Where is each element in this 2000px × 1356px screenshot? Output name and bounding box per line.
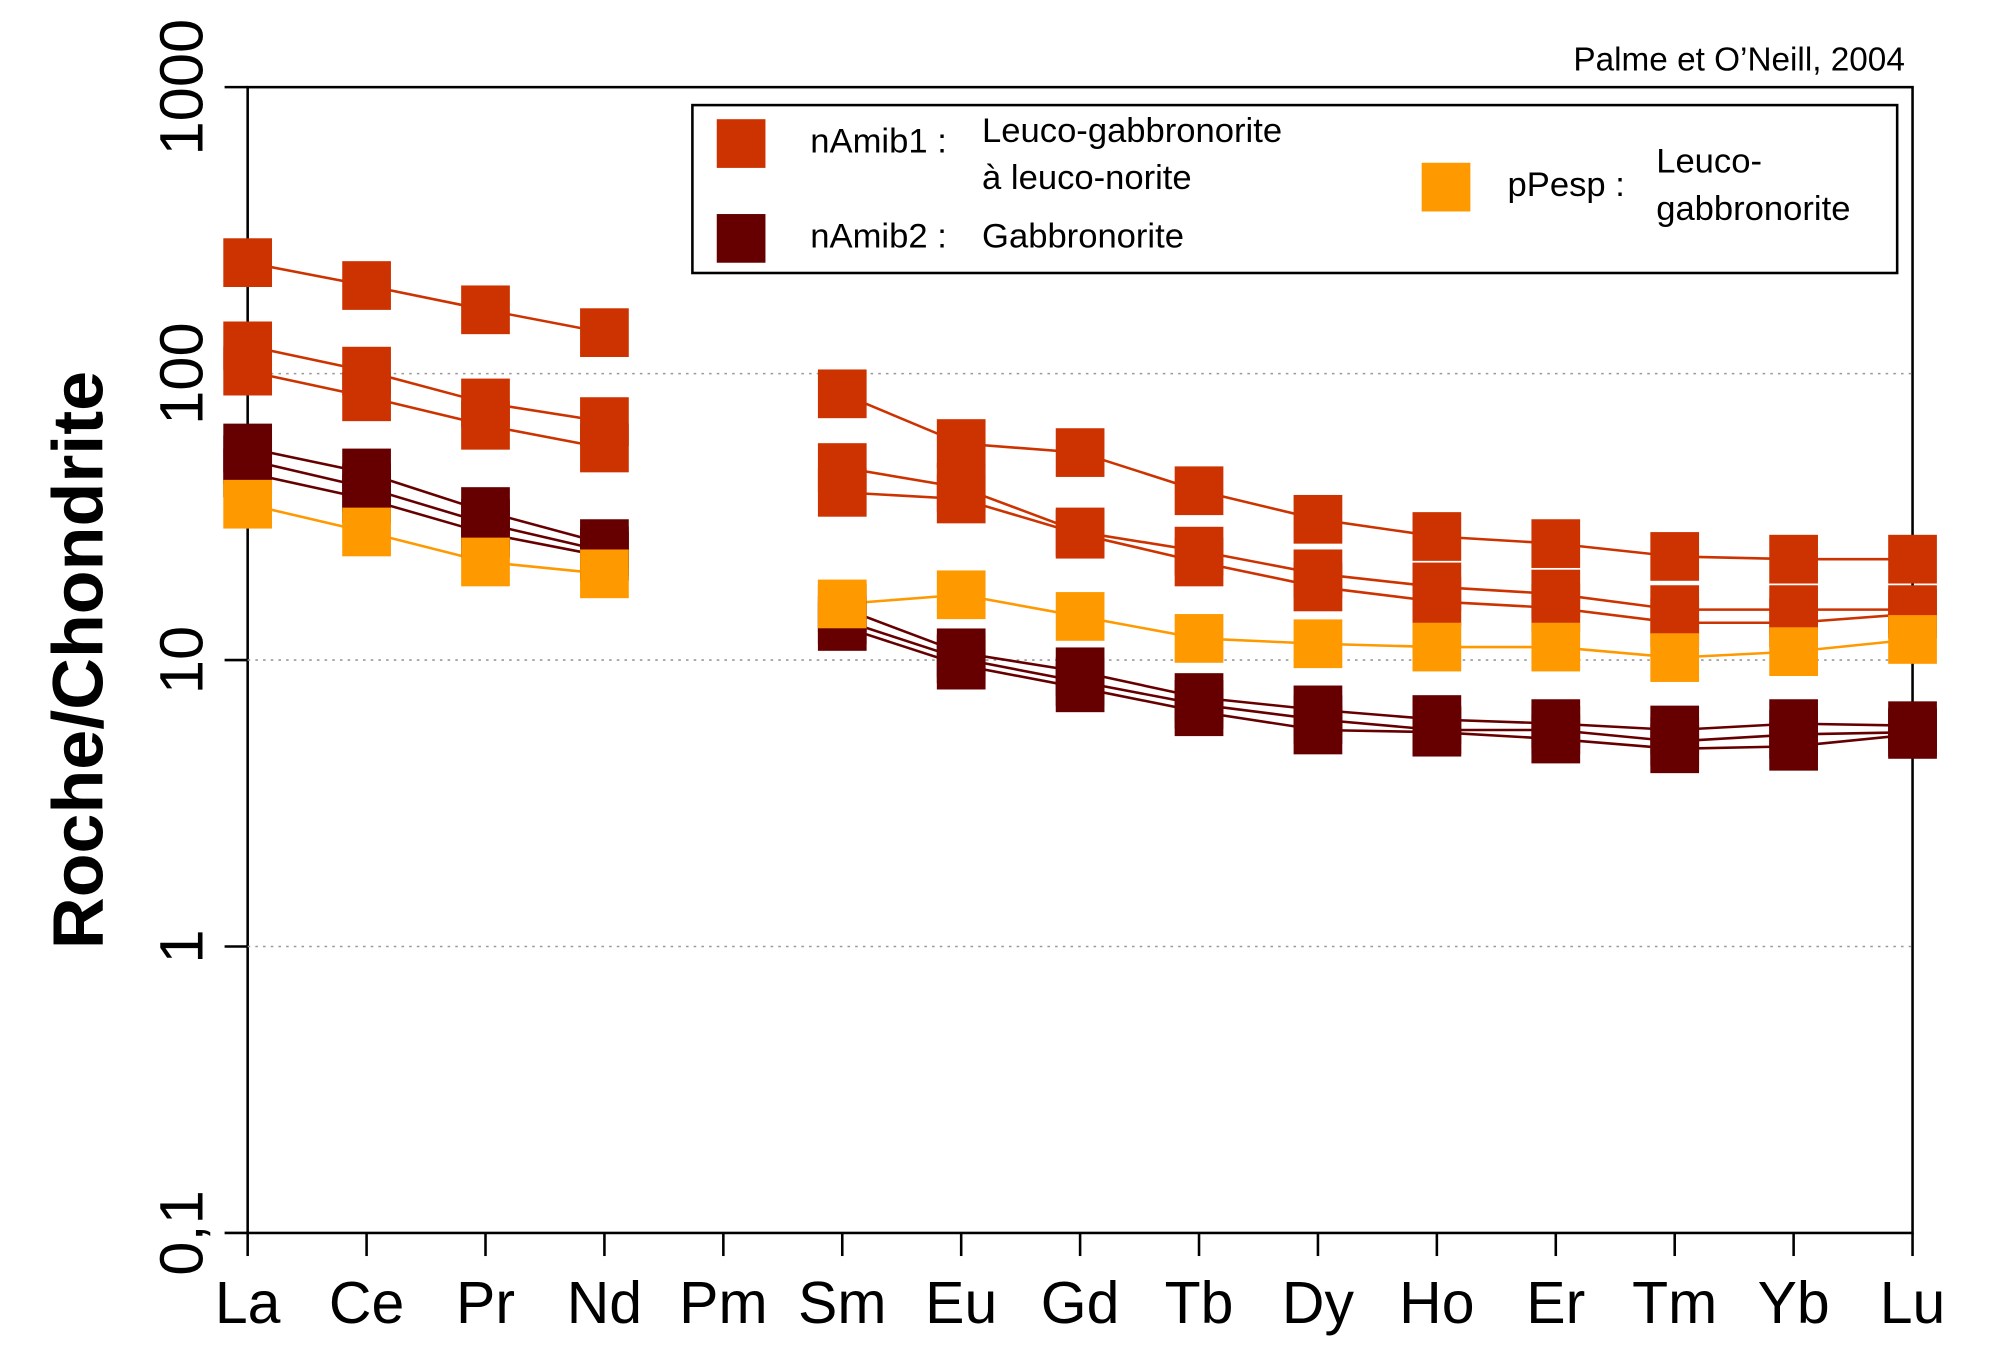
data-marker xyxy=(461,537,510,587)
legend-label: pPesp : xyxy=(1508,166,1625,204)
data-marker xyxy=(1650,532,1700,581)
data-marker xyxy=(1174,614,1224,663)
series-line xyxy=(247,446,605,545)
data-marker xyxy=(580,423,629,473)
legend-swatch xyxy=(1421,162,1471,212)
y-tick-label: 0,1 xyxy=(147,1190,216,1276)
x-tick-label: Ho xyxy=(1399,1271,1474,1336)
data-marker xyxy=(1412,577,1462,626)
series-line xyxy=(247,369,605,450)
data-marker xyxy=(936,419,986,468)
source-note: Palme et O’Neill, 2004 xyxy=(1573,41,1904,78)
x-tick-label: La xyxy=(215,1271,281,1336)
data-marker xyxy=(1293,705,1343,755)
data-marker xyxy=(342,372,391,422)
x-tick-label: Pr xyxy=(456,1271,515,1336)
data-marker xyxy=(1412,512,1462,561)
data-marker xyxy=(1174,537,1224,587)
legend-label: nAmib1 : xyxy=(810,123,947,161)
series-line xyxy=(842,491,1913,625)
data-marker xyxy=(1531,714,1581,764)
x-tick-label: Ce xyxy=(329,1271,404,1336)
x-tick-label: Yb xyxy=(1758,1271,1830,1336)
data-marker xyxy=(1293,494,1343,544)
data-marker xyxy=(1055,509,1105,559)
data-marker xyxy=(223,479,273,529)
series-line xyxy=(247,344,605,423)
legend-label: nAmib2 : xyxy=(810,218,947,256)
data-marker xyxy=(1055,663,1105,713)
data-marker xyxy=(1174,687,1224,737)
data-marker xyxy=(342,261,391,310)
data-marker xyxy=(817,579,867,629)
data-marker xyxy=(1412,707,1462,757)
y-tick-label: 1 xyxy=(147,929,216,963)
data-marker xyxy=(1055,428,1105,477)
data-marker xyxy=(342,507,391,557)
series-line xyxy=(842,466,1913,611)
data-marker xyxy=(223,346,273,396)
series-line xyxy=(842,593,1913,659)
series-line xyxy=(841,392,1913,561)
series-line xyxy=(841,625,1913,751)
data-marker xyxy=(817,467,867,517)
data-marker xyxy=(817,369,867,419)
x-tick-label: Dy xyxy=(1282,1271,1355,1336)
x-tick-label: Pm xyxy=(679,1271,767,1336)
data-marker xyxy=(1769,721,1818,771)
x-tick-label: Eu xyxy=(925,1271,997,1336)
legend-description: Gabbronorite xyxy=(982,218,1184,256)
data-marker xyxy=(1650,633,1700,682)
legend-description: Leuco- xyxy=(1656,143,1762,181)
data-marker xyxy=(1531,622,1581,672)
y-tick-label: 10 xyxy=(147,626,216,694)
data-marker xyxy=(1650,724,1700,774)
series-line xyxy=(841,618,1913,743)
data-marker xyxy=(461,285,510,335)
data-marker xyxy=(1174,466,1224,516)
y-tick-label: 1000 xyxy=(147,19,216,156)
legend-description: à leuco-norite xyxy=(982,159,1192,197)
x-tick-label: Nd xyxy=(567,1271,642,1336)
legend-description: gabbronorite xyxy=(1656,190,1850,228)
x-tick-label: Sm xyxy=(798,1271,886,1336)
legend-description: Leuco-gabbronorite xyxy=(982,112,1282,150)
series-line xyxy=(247,458,605,553)
x-tick-label: Lu xyxy=(1880,1271,1946,1336)
legend-box xyxy=(691,103,1899,275)
data-marker xyxy=(936,640,986,690)
data-marker xyxy=(580,308,629,357)
data-marker xyxy=(1888,534,1937,584)
data-marker xyxy=(1888,615,1937,664)
x-tick-label: Er xyxy=(1526,1271,1585,1336)
x-tick-label: Tm xyxy=(1632,1271,1717,1336)
series-line xyxy=(247,502,605,576)
legend-swatch xyxy=(716,214,766,263)
y-tick-label: 100 xyxy=(147,322,216,425)
x-tick-label: Gd xyxy=(1041,1271,1120,1336)
data-marker xyxy=(461,400,510,450)
x-tick-label: Tb xyxy=(1165,1271,1234,1336)
data-marker xyxy=(223,238,273,287)
data-marker xyxy=(1531,519,1581,568)
data-marker xyxy=(1769,627,1818,676)
data-marker xyxy=(1293,562,1343,612)
data-marker xyxy=(936,570,986,620)
data-marker xyxy=(936,474,986,524)
data-marker xyxy=(1412,622,1462,672)
y-axis-label: Roche/Chondrite xyxy=(39,371,119,949)
data-marker xyxy=(1769,534,1818,584)
data-marker xyxy=(580,549,629,599)
series-line xyxy=(247,261,605,334)
data-marker xyxy=(1888,710,1937,759)
series-line xyxy=(247,471,605,558)
series-line xyxy=(841,606,1913,732)
legend-swatch xyxy=(716,119,766,168)
data-marker xyxy=(1293,619,1343,669)
data-marker xyxy=(1055,592,1105,641)
